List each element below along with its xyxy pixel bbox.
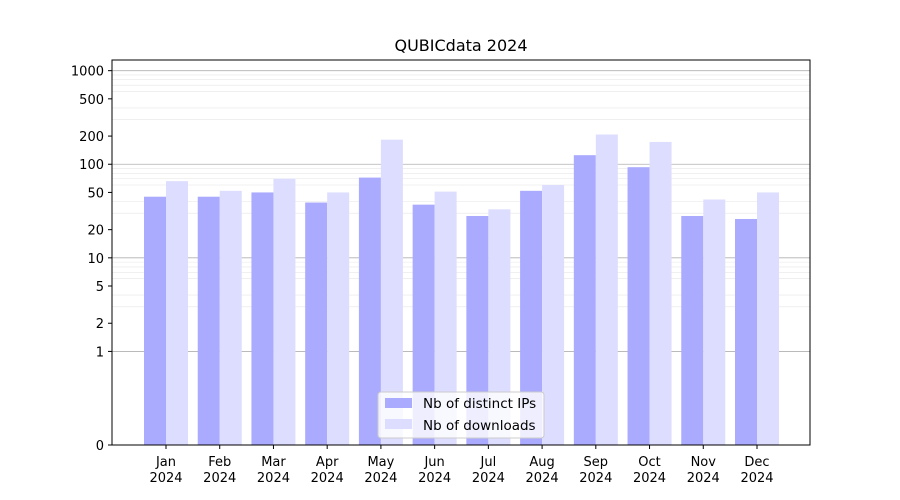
bar-downloads	[488, 209, 511, 445]
bar-downloads	[219, 190, 242, 445]
bar-downloads	[703, 199, 726, 445]
bar-distinct-ips	[735, 218, 757, 445]
y-tick-label: 1000	[71, 65, 104, 80]
y-tick-label: 200	[79, 130, 104, 145]
x-axis: Jan2024Feb2024Mar2024Apr2024May2024Jun20…	[149, 445, 774, 486]
bar-downloads	[273, 178, 296, 446]
y-tick-label: 5	[96, 280, 104, 295]
y-tick-label: 10	[87, 252, 104, 267]
legend-label-downloads: Nb of downloads	[423, 418, 536, 434]
bar-downloads	[649, 141, 672, 445]
x-tick-label-month: Feb	[208, 455, 231, 470]
legend-frame	[377, 391, 545, 439]
bar-distinct-ips	[305, 202, 328, 445]
x-tick-label-month: Jan	[155, 455, 176, 470]
chart-title: QUBICdata 2024	[394, 36, 527, 55]
x-tick-label-month: Dec	[744, 455, 769, 470]
bar-distinct-ips	[412, 204, 435, 445]
y-tick-label: 2	[96, 317, 104, 332]
x-tick-label-year: 2024	[149, 471, 182, 486]
x-tick-label-month: Oct	[638, 455, 660, 470]
bar-downloads	[542, 185, 565, 445]
y-tick-label: 50	[87, 186, 104, 201]
y-tick-label: 1	[96, 345, 104, 360]
bar-distinct-ips	[681, 215, 704, 445]
x-tick-label-month: Jul	[480, 455, 497, 470]
x-tick-label-year: 2024	[418, 471, 451, 486]
y-axis: 0 1 2 5 10 20 50 100 200 500 1000	[71, 65, 112, 454]
x-tick-label-year: 2024	[203, 471, 236, 486]
legend: Nb of distinct IPs Nb of downloads	[377, 391, 545, 439]
x-tick-label-year: 2024	[633, 471, 666, 486]
bar-distinct-ips	[251, 192, 274, 445]
x-tick-label-year: 2024	[472, 471, 505, 486]
x-tick-label-month: Nov	[691, 455, 717, 470]
x-tick-label-year: 2024	[740, 471, 773, 486]
plot-frame	[111, 59, 811, 446]
bar-distinct-ips	[466, 215, 489, 445]
x-tick-label-year: 2024	[257, 471, 290, 486]
bar-distinct-ips	[358, 177, 381, 446]
bar-downloads	[327, 192, 350, 445]
x-tick-label-month: Sep	[584, 455, 609, 470]
x-tick-label-year: 2024	[364, 471, 397, 486]
legend-label-distinct-ips: Nb of distinct IPs	[423, 396, 536, 412]
y-tick-label: 0	[96, 439, 104, 454]
bars	[144, 134, 779, 446]
bar-downloads	[757, 192, 779, 445]
bar-distinct-ips	[144, 196, 166, 445]
bar-distinct-ips	[573, 155, 596, 445]
bar-downloads	[166, 181, 188, 445]
x-tick-label-year: 2024	[687, 471, 720, 486]
x-tick-label-year: 2024	[579, 471, 612, 486]
y-tick-label: 500	[79, 93, 104, 108]
bar-downloads	[434, 191, 457, 445]
x-tick-label-year: 2024	[311, 471, 344, 486]
bar-distinct-ips	[520, 190, 543, 445]
x-tick-label-month: Jun	[423, 455, 444, 470]
y-tick-label: 100	[79, 158, 104, 173]
x-tick-label-month: Aug	[529, 455, 554, 470]
x-tick-label-year: 2024	[526, 471, 559, 486]
bar-distinct-ips	[627, 167, 650, 446]
x-tick-label-month: May	[367, 455, 394, 470]
bar-downloads	[380, 139, 403, 445]
bar-downloads	[595, 134, 618, 445]
legend-swatch-distinct-ips	[385, 398, 412, 408]
bar-distinct-ips	[197, 196, 220, 445]
legend-swatch-downloads	[385, 419, 412, 429]
x-tick-label-month: Apr	[316, 455, 339, 470]
y-tick-label: 20	[87, 224, 104, 239]
x-tick-label-month: Mar	[261, 455, 286, 470]
